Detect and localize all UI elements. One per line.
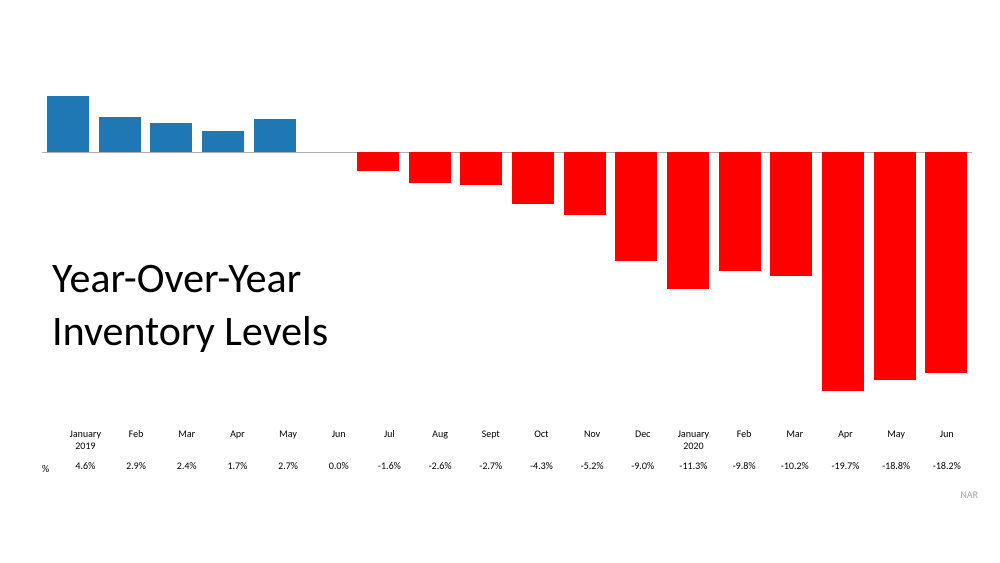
category-row: January 2019FebMarAprMayJunJulAugSeptOct… bbox=[42, 428, 972, 456]
value-cell: -2.6% bbox=[415, 460, 466, 475]
category-cell: Sept bbox=[465, 428, 516, 452]
value-cell: -19.7% bbox=[820, 460, 871, 475]
bar bbox=[822, 152, 864, 391]
category-cell: May bbox=[871, 428, 922, 452]
bar bbox=[254, 119, 296, 152]
value-cell: -5.2% bbox=[567, 460, 618, 475]
bar bbox=[99, 117, 141, 152]
category-cell: Apr bbox=[212, 428, 263, 452]
bar bbox=[564, 152, 606, 215]
value-cell: 2.9% bbox=[111, 460, 162, 475]
value-cell: -4.3% bbox=[516, 460, 567, 475]
bar bbox=[202, 131, 244, 152]
value-cell: -9.8% bbox=[719, 460, 770, 475]
category-cell: Apr bbox=[820, 428, 871, 452]
value-cell: -18.2% bbox=[921, 460, 972, 475]
bar bbox=[150, 123, 192, 152]
bar-chart bbox=[42, 91, 972, 407]
value-cell: -2.7% bbox=[465, 460, 516, 475]
bar bbox=[667, 152, 709, 289]
bar bbox=[512, 152, 554, 204]
bar bbox=[874, 152, 916, 380]
value-cell: -10.2% bbox=[769, 460, 820, 475]
value-cell: 2.4% bbox=[161, 460, 212, 475]
value-cell: -9.0% bbox=[617, 460, 668, 475]
bar bbox=[357, 152, 399, 171]
value-cell: -18.8% bbox=[871, 460, 922, 475]
value-row-label: % bbox=[42, 460, 60, 475]
chart-title: Year-Over-Year Inventory Levels bbox=[52, 253, 328, 358]
bar bbox=[770, 152, 812, 276]
bar bbox=[460, 152, 502, 185]
value-cell: 2.7% bbox=[263, 460, 314, 475]
category-cell: Jun bbox=[921, 428, 972, 452]
category-cell: Oct bbox=[516, 428, 567, 452]
value-cell: -11.3% bbox=[668, 460, 719, 475]
bar bbox=[925, 152, 967, 373]
category-cell: Mar bbox=[161, 428, 212, 452]
category-cell: Jul bbox=[364, 428, 415, 452]
value-cell: 4.6% bbox=[60, 460, 111, 475]
category-cell: January 2020 bbox=[668, 428, 719, 452]
value-cell: 1.7% bbox=[212, 460, 263, 475]
category-cell: Feb bbox=[719, 428, 770, 452]
value-cell: 0.0% bbox=[313, 460, 364, 475]
bar bbox=[615, 152, 657, 261]
category-cell: Mar bbox=[769, 428, 820, 452]
category-cell: Dec bbox=[617, 428, 668, 452]
value-cell: -1.6% bbox=[364, 460, 415, 475]
category-cell: Feb bbox=[111, 428, 162, 452]
bar bbox=[47, 96, 89, 152]
value-row: % 4.6%2.9%2.4%1.7%2.7%0.0%-1.6%-2.6%-2.7… bbox=[42, 460, 972, 476]
category-cell: Jun bbox=[313, 428, 364, 452]
category-cell: Nov bbox=[567, 428, 618, 452]
bar bbox=[409, 152, 451, 184]
source-label: NAR bbox=[960, 488, 978, 501]
bar bbox=[719, 152, 761, 271]
category-row-label bbox=[42, 428, 60, 452]
category-cell: January 2019 bbox=[60, 428, 111, 452]
category-cell: Aug bbox=[415, 428, 466, 452]
category-cell: May bbox=[263, 428, 314, 452]
slide: Year-Over-Year Inventory Levels January … bbox=[0, 0, 1000, 563]
